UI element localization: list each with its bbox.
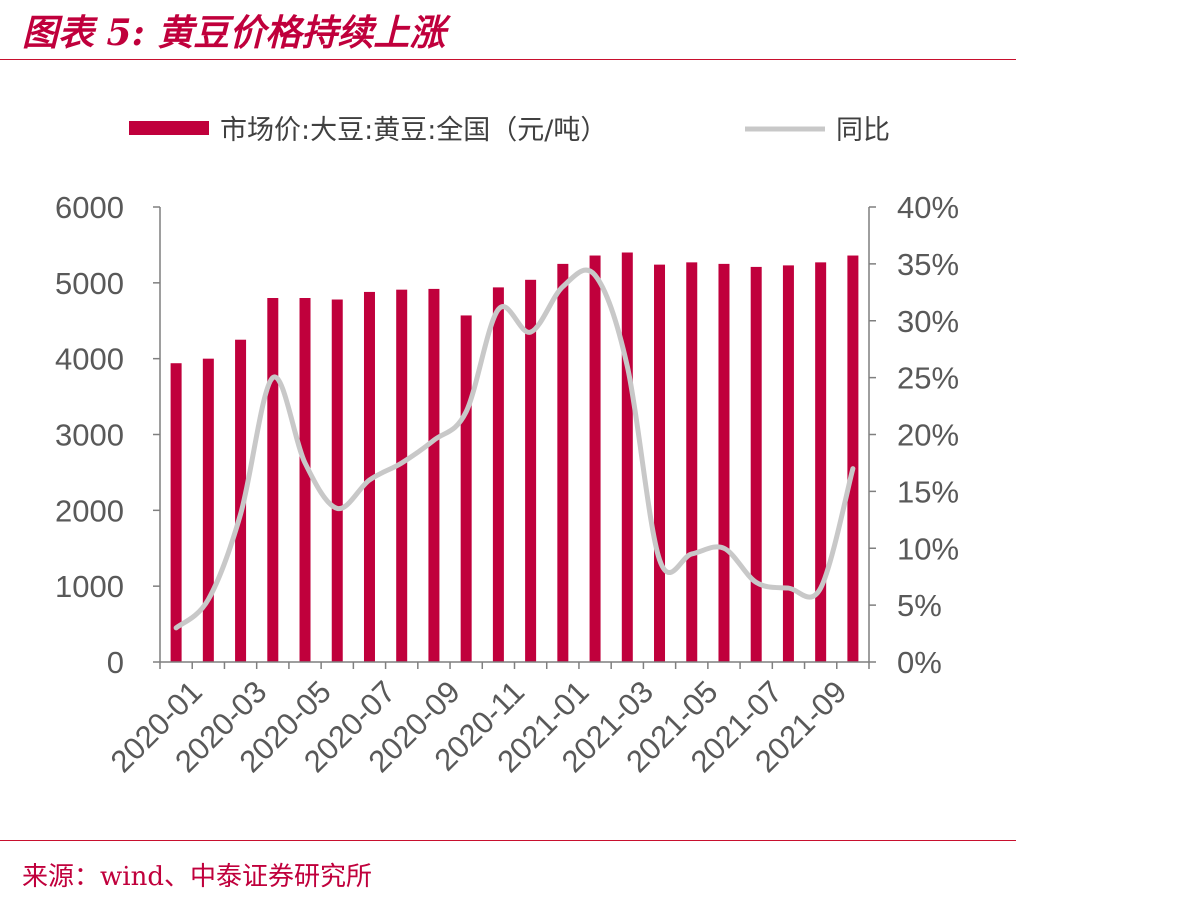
right-tick-label: 0% [897, 645, 942, 680]
left-tick-label: 1000 [55, 569, 124, 604]
right-tick-label: 35% [897, 247, 959, 282]
price-bar [557, 263, 569, 663]
price-bars [170, 252, 859, 663]
right-tick-label: 30% [897, 304, 959, 339]
price-bar [718, 263, 730, 663]
footer-rule [0, 840, 1016, 841]
legend-bar-label: 市场价:大豆:黄豆:全国（元/吨） [220, 115, 607, 146]
right-tick-label: 10% [897, 531, 959, 566]
price-bar [847, 255, 859, 662]
price-bar [331, 299, 343, 662]
left-tick-label: 2000 [55, 493, 124, 528]
left-tick-label: 6000 [55, 190, 124, 225]
price-bar [170, 363, 182, 662]
price-bar [363, 291, 375, 662]
price-bar [460, 315, 472, 662]
legend: 市场价:大豆:黄豆:全国（元/吨） 同比 [129, 115, 890, 146]
price-bar [750, 266, 762, 662]
legend-line-label: 同比 [836, 115, 890, 146]
price-bar [492, 287, 504, 662]
price-bar [428, 288, 440, 662]
left-tick-label: 4000 [55, 342, 124, 377]
price-bar [299, 298, 311, 662]
source-note: 来源：wind、中泰证券研究所 [22, 862, 372, 892]
price-bar [396, 289, 408, 662]
price-bar [621, 252, 633, 662]
legend-bar-swatch [129, 121, 209, 135]
left-tick-label: 3000 [55, 418, 124, 453]
yoy-line-series [173, 267, 856, 631]
left-tick-label: 5000 [55, 266, 124, 301]
right-tick-label: 25% [897, 361, 959, 396]
right-tick-label: 40% [897, 190, 959, 225]
right-tick-label: 20% [897, 418, 959, 453]
price-bar [267, 298, 279, 662]
price-bar [654, 264, 666, 662]
price-bar [235, 339, 247, 662]
header-rule [0, 59, 1016, 60]
right-tick-label: 15% [897, 474, 959, 509]
figure-title: 图表 5: 黄豆价格持续上涨 [22, 12, 446, 54]
price-bar [815, 262, 827, 662]
yoy-line [173, 267, 856, 631]
price-bar [525, 279, 537, 662]
left-tick-label: 0 [107, 645, 124, 680]
price-bar [589, 255, 601, 662]
price-bar [782, 265, 794, 662]
price-bar [686, 262, 698, 662]
price-bar [202, 358, 214, 662]
right-tick-label: 5% [897, 588, 942, 623]
